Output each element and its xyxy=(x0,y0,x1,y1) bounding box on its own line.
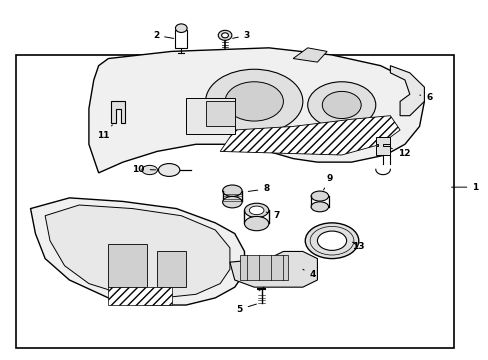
Polygon shape xyxy=(45,205,229,298)
Ellipse shape xyxy=(221,33,228,38)
Ellipse shape xyxy=(222,197,242,208)
Ellipse shape xyxy=(307,82,375,128)
Ellipse shape xyxy=(244,203,268,217)
Ellipse shape xyxy=(317,231,346,250)
Ellipse shape xyxy=(244,216,268,231)
Text: 1: 1 xyxy=(450,183,478,192)
Text: 4: 4 xyxy=(302,269,315,279)
Ellipse shape xyxy=(305,223,358,258)
Text: 5: 5 xyxy=(236,304,256,314)
Polygon shape xyxy=(220,116,399,155)
Polygon shape xyxy=(111,102,125,123)
Text: 3: 3 xyxy=(232,31,249,40)
Text: 8: 8 xyxy=(248,184,269,193)
Polygon shape xyxy=(229,251,317,287)
Text: 2: 2 xyxy=(153,31,173,40)
Ellipse shape xyxy=(249,206,264,215)
Polygon shape xyxy=(375,137,389,155)
Ellipse shape xyxy=(224,82,283,121)
Ellipse shape xyxy=(310,202,328,212)
Text: 7: 7 xyxy=(266,211,279,220)
Text: 10: 10 xyxy=(132,165,155,174)
Text: 6: 6 xyxy=(419,93,431,102)
Ellipse shape xyxy=(175,24,187,32)
Polygon shape xyxy=(89,48,424,173)
FancyBboxPatch shape xyxy=(205,102,234,126)
Ellipse shape xyxy=(142,165,157,175)
FancyBboxPatch shape xyxy=(157,251,186,287)
Polygon shape xyxy=(108,287,171,305)
FancyBboxPatch shape xyxy=(186,98,234,134)
Polygon shape xyxy=(30,198,244,305)
Text: 11: 11 xyxy=(97,125,112,140)
Text: 9: 9 xyxy=(323,174,332,190)
FancyBboxPatch shape xyxy=(175,30,187,48)
FancyBboxPatch shape xyxy=(108,244,147,287)
Text: 13: 13 xyxy=(352,242,364,251)
Text: 12: 12 xyxy=(389,148,409,158)
Ellipse shape xyxy=(205,69,302,134)
FancyBboxPatch shape xyxy=(239,255,287,280)
Ellipse shape xyxy=(218,30,231,40)
Ellipse shape xyxy=(322,91,361,118)
Polygon shape xyxy=(389,66,424,116)
Ellipse shape xyxy=(222,185,242,197)
Ellipse shape xyxy=(158,163,180,176)
Polygon shape xyxy=(292,48,326,62)
Ellipse shape xyxy=(310,191,328,201)
FancyBboxPatch shape xyxy=(16,55,453,348)
